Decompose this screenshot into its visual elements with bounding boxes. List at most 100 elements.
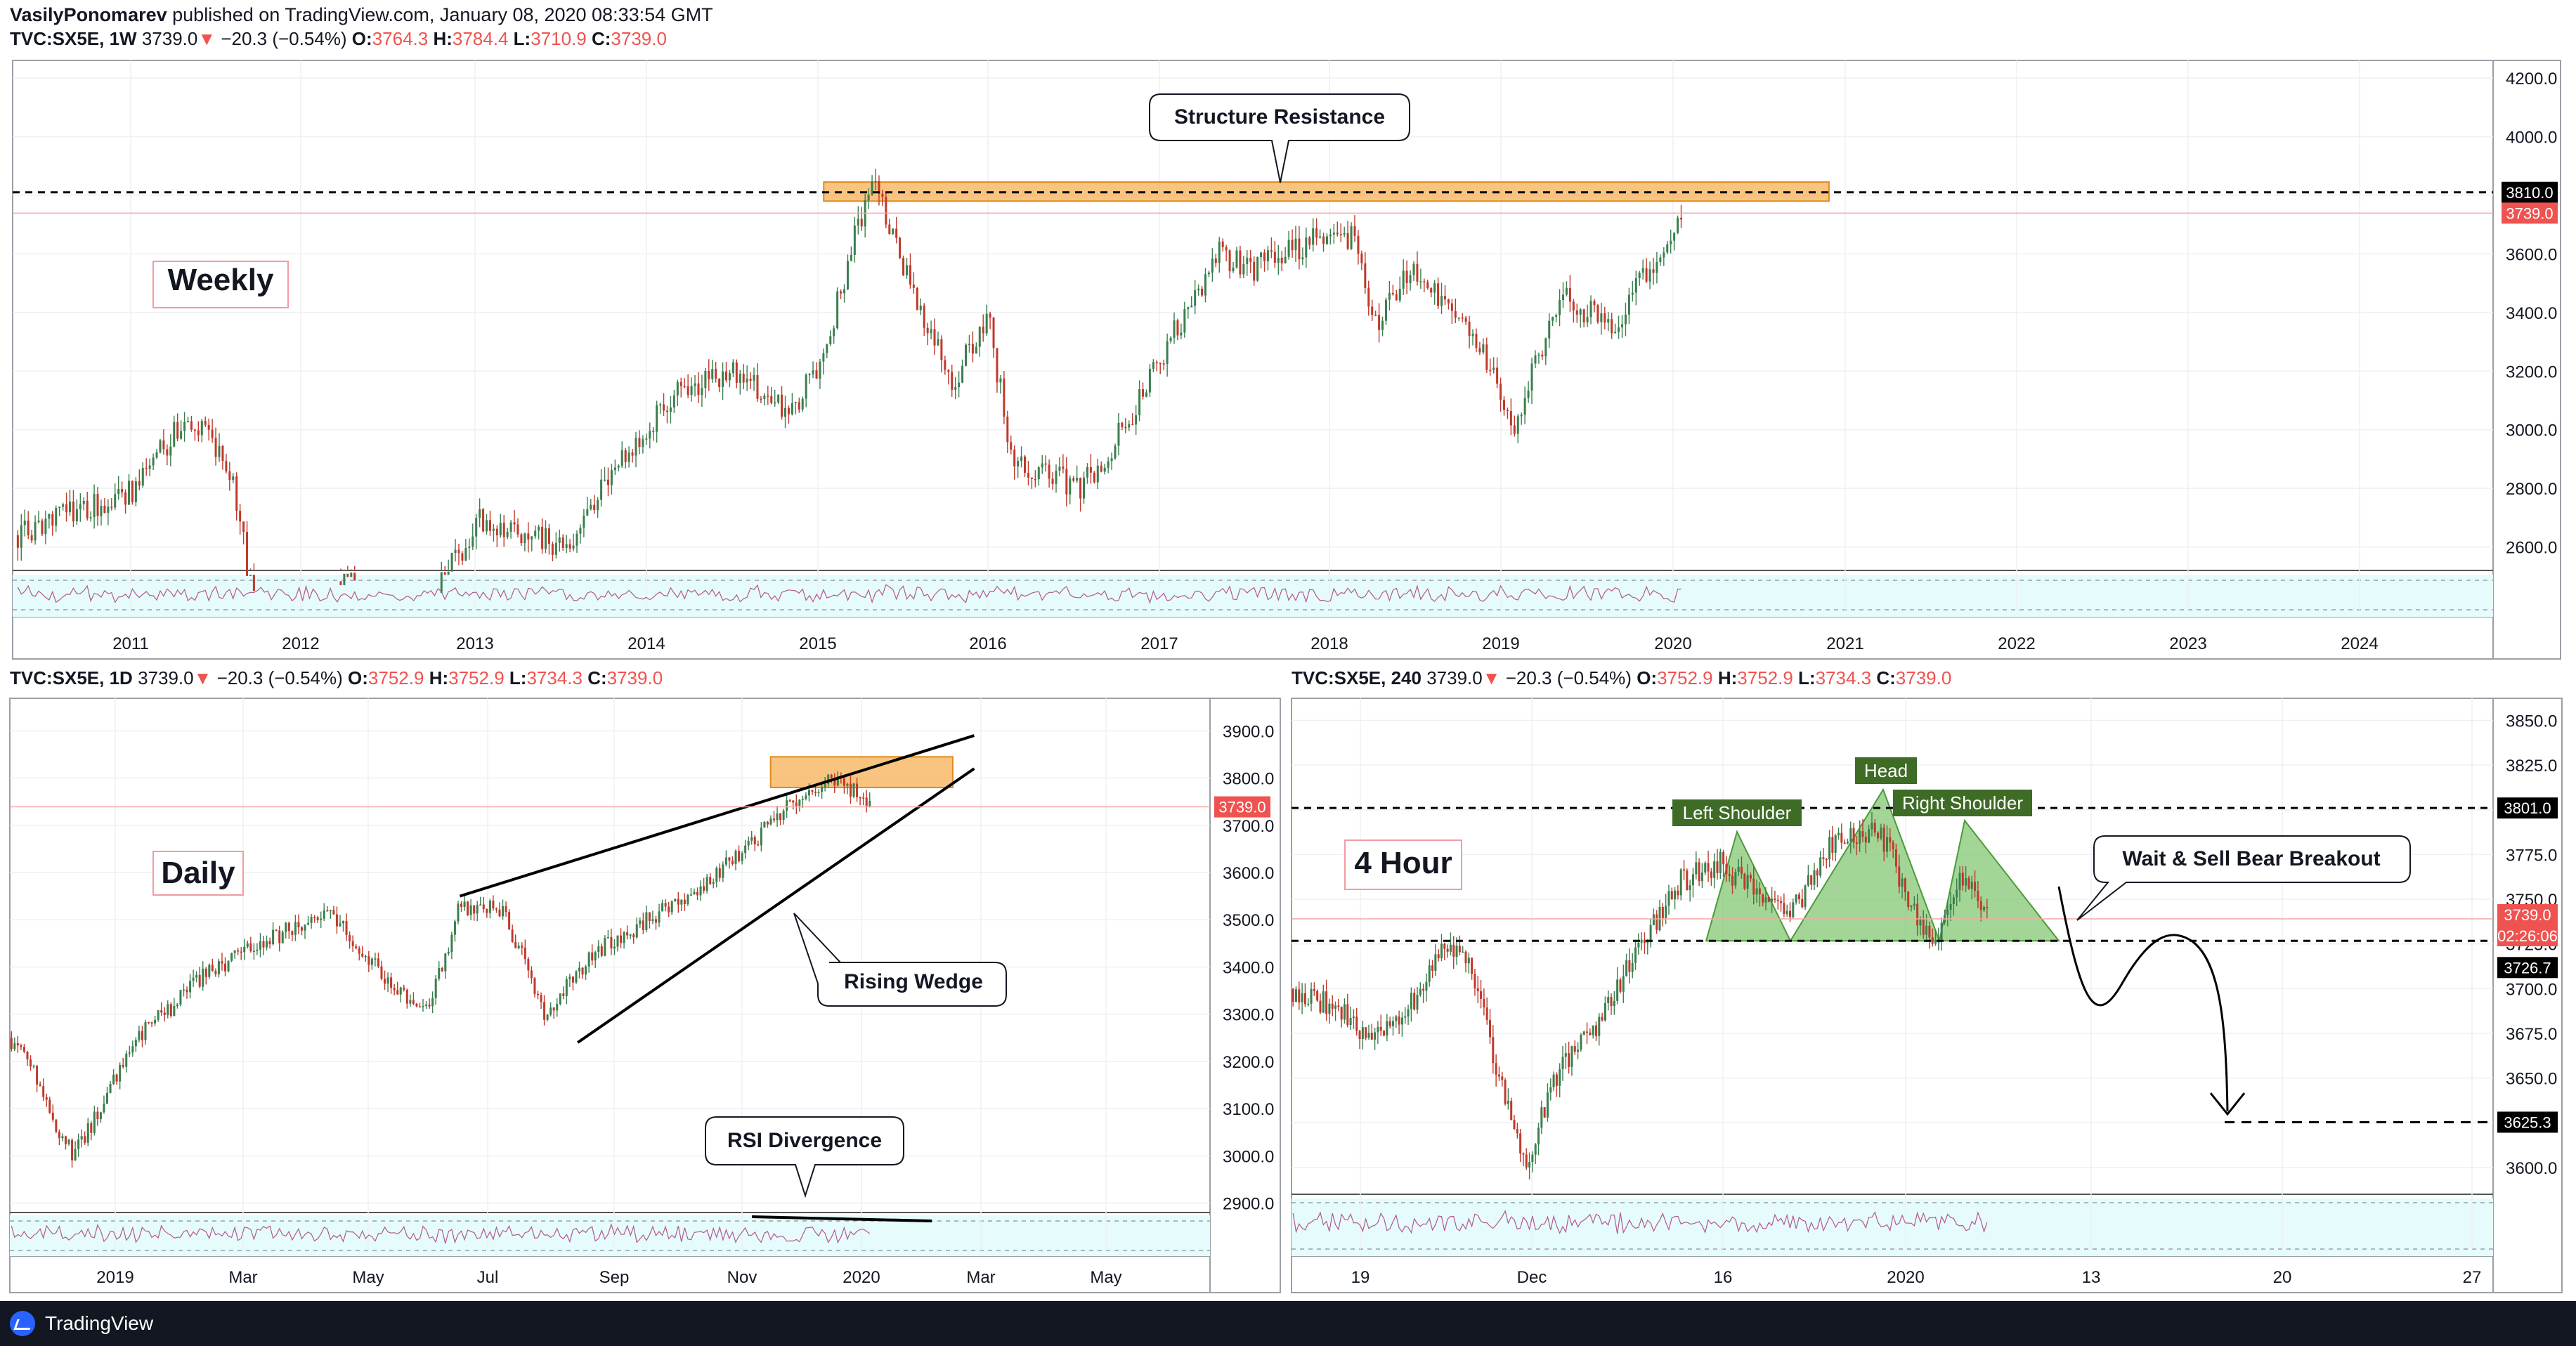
candle-body xyxy=(1734,872,1737,886)
x-tick-label: Sep xyxy=(599,1268,630,1287)
candle-body xyxy=(1291,240,1294,251)
candle-body xyxy=(422,1005,424,1007)
weekly-levels[interactable]: 3810.0 3739.0 xyxy=(13,181,2558,224)
head-tag[interactable] xyxy=(1855,757,1917,784)
candle-body xyxy=(58,1131,60,1139)
wedge-lower-line xyxy=(577,767,975,1044)
candle-body xyxy=(193,429,196,431)
candle-body xyxy=(103,1103,105,1113)
author-name[interactable]: VasilyPonomarev xyxy=(10,4,167,25)
candle-body xyxy=(479,509,481,518)
wedge-lines[interactable]: 3739.0 xyxy=(10,734,1270,1222)
candle-body xyxy=(1825,858,1828,861)
candle-body xyxy=(16,1043,19,1046)
candle-body xyxy=(457,903,460,922)
candle-body xyxy=(1138,389,1141,416)
candle-body xyxy=(1072,478,1075,481)
head-shoulders-pattern[interactable] xyxy=(1705,788,2061,943)
candle-body xyxy=(1452,944,1455,958)
candle-body xyxy=(1886,837,1889,852)
wait-sell-callout[interactable] xyxy=(2076,835,2411,921)
weekly-label-box[interactable] xyxy=(152,261,289,308)
left-shoulder-tag[interactable] xyxy=(1672,799,1802,826)
candle-body xyxy=(763,396,766,399)
symbol[interactable]: TVC:SX5E, 240 xyxy=(1292,667,1422,688)
projection-path[interactable] xyxy=(2057,886,2229,1112)
candle-body xyxy=(1124,426,1127,429)
y-tick-label: 3200.0 xyxy=(1223,1053,1274,1072)
candle-body xyxy=(300,927,303,931)
candle-body xyxy=(798,799,801,806)
tradingview-logo-icon[interactable] xyxy=(10,1311,35,1336)
candle-body xyxy=(1614,332,1617,334)
candle-body xyxy=(1555,315,1558,317)
candle-body xyxy=(1586,317,1589,322)
candle-body xyxy=(985,313,988,334)
candle-body xyxy=(138,1031,141,1040)
x-tick-label: 20 xyxy=(2273,1268,2292,1287)
daily-label-box[interactable] xyxy=(152,851,244,896)
candle-body xyxy=(1904,878,1906,892)
candle-body xyxy=(1329,234,1332,237)
last-price-tag: 3739.0 xyxy=(2504,906,2551,924)
candle-body xyxy=(1804,885,1807,908)
candle-body xyxy=(1843,842,1846,844)
h4-label-box[interactable] xyxy=(1344,839,1462,890)
candle-body xyxy=(1855,842,1858,844)
candle-body xyxy=(447,952,450,954)
candle-body xyxy=(523,533,526,544)
candle-body xyxy=(846,783,849,786)
candle-body xyxy=(476,905,479,914)
right-shoulder-tag[interactable] xyxy=(1893,790,2032,816)
candle-body xyxy=(881,193,884,197)
candle-body xyxy=(134,481,137,502)
candle-body xyxy=(246,532,249,576)
candle-body xyxy=(757,844,760,846)
candle-body xyxy=(96,494,99,516)
candle-body xyxy=(530,970,533,979)
candle-body xyxy=(933,329,936,346)
candle-body xyxy=(1030,477,1033,479)
candle-body xyxy=(1970,882,1973,889)
candle-body xyxy=(1537,354,1540,356)
candle-body xyxy=(624,450,627,462)
candle-body xyxy=(1649,924,1652,943)
open-label: O: xyxy=(1637,667,1658,688)
candle-body xyxy=(409,1000,412,1004)
candle-body xyxy=(183,422,186,431)
footer-brand[interactable]: TradingView xyxy=(45,1312,154,1334)
candle-body xyxy=(159,440,162,452)
candle-body xyxy=(438,967,441,979)
candle-body xyxy=(1301,257,1304,260)
candle-body xyxy=(578,967,581,972)
candle-body xyxy=(1218,241,1221,263)
symbol[interactable]: TVC:SX5E, 1W xyxy=(10,28,137,49)
candle-body xyxy=(1641,268,1644,273)
candle-body xyxy=(709,877,712,884)
candle-body xyxy=(833,328,835,336)
rising-wedge-callout[interactable] xyxy=(793,913,1007,1007)
y-tick-label: 3600.0 xyxy=(2506,1159,2557,1178)
candle-body xyxy=(233,950,236,953)
daily-label: Daily xyxy=(161,856,235,890)
candle-body xyxy=(30,535,33,541)
candle-body xyxy=(788,800,791,802)
candle-body xyxy=(895,228,898,238)
rsi-divergence-callout[interactable] xyxy=(705,1116,904,1198)
candle-body xyxy=(836,776,839,786)
candle-body xyxy=(704,370,707,388)
symbol[interactable]: TVC:SX5E, 1D xyxy=(10,667,133,688)
candle-body xyxy=(568,976,571,979)
candle-body xyxy=(204,421,207,425)
candle-body xyxy=(1416,994,1419,1010)
structure-resistance-callout[interactable] xyxy=(1149,93,1410,183)
candle-body xyxy=(520,534,523,544)
candle-body xyxy=(1864,837,1867,843)
candle-body xyxy=(661,903,664,912)
candle-body xyxy=(787,407,790,414)
candle-body xyxy=(586,509,589,516)
candle-body xyxy=(821,787,824,792)
resistance-zone[interactable] xyxy=(769,756,954,788)
h4-levels[interactable]: 3801.0 3739.0 02:26:06 3726.7 3625.3 xyxy=(1292,797,2558,1133)
